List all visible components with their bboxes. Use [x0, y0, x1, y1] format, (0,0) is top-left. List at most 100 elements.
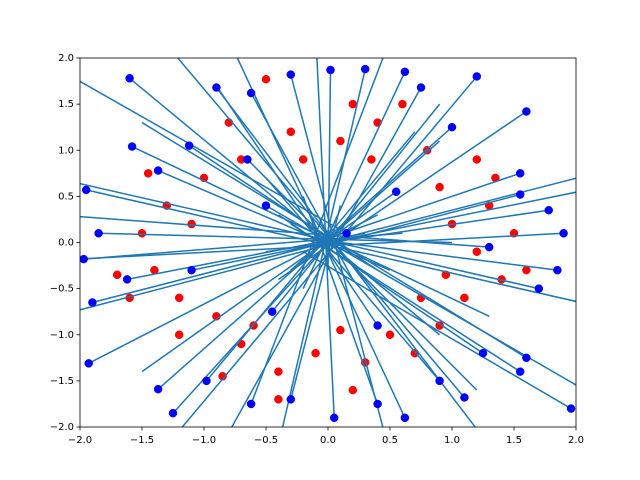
- point: [472, 247, 482, 256]
- segment: [176, 58, 465, 398]
- point: [460, 393, 469, 402]
- y-tick-label: −0.5: [50, 284, 74, 295]
- point: [367, 155, 376, 164]
- x-tick-label: −2.0: [68, 435, 92, 446]
- segment: [181, 75, 478, 427]
- segment: [98, 232, 453, 244]
- point: [559, 229, 568, 238]
- segment: [191, 191, 576, 271]
- point: [286, 70, 296, 79]
- point: [472, 72, 482, 81]
- point: [187, 265, 196, 275]
- segment: [316, 58, 335, 418]
- point: [274, 367, 283, 376]
- point: [348, 99, 358, 109]
- x-tick-label: 1.0: [444, 435, 460, 446]
- point: [391, 187, 401, 197]
- segment: [129, 77, 441, 336]
- point: [112, 270, 122, 280]
- point: [326, 65, 335, 75]
- segment: [265, 204, 576, 386]
- point: [174, 330, 184, 339]
- segment: [141, 191, 397, 373]
- segment: [290, 74, 384, 427]
- point: [174, 293, 184, 303]
- point: [184, 141, 194, 150]
- x-tick-label: 0.0: [320, 435, 336, 446]
- point: [122, 275, 132, 284]
- segment: [302, 196, 379, 405]
- point: [246, 399, 256, 409]
- point: [137, 229, 147, 238]
- point: [88, 298, 97, 307]
- segment: [80, 193, 521, 311]
- segment: [290, 223, 521, 373]
- point: [373, 321, 382, 330]
- point: [435, 321, 444, 330]
- point: [385, 330, 395, 339]
- point: [336, 136, 345, 146]
- point: [168, 408, 178, 418]
- x-tick-label: −1.5: [130, 435, 154, 446]
- point: [246, 88, 256, 98]
- point: [416, 83, 426, 92]
- point: [515, 367, 525, 376]
- x-tick-label: −0.5: [254, 435, 278, 446]
- point: [522, 265, 531, 275]
- point: [400, 67, 410, 77]
- x-tick-label: 1.5: [506, 435, 522, 446]
- segment: [281, 68, 366, 427]
- point: [348, 385, 358, 395]
- plot-area: [80, 58, 576, 427]
- x-tick-label: −1.0: [192, 435, 216, 446]
- point: [336, 325, 345, 335]
- point: [398, 99, 407, 109]
- point: [143, 169, 153, 178]
- point: [553, 265, 562, 275]
- y-tick-label: 1.0: [58, 145, 74, 156]
- point: [202, 376, 211, 386]
- point: [360, 64, 370, 74]
- point: [81, 185, 91, 195]
- point: [544, 205, 553, 215]
- y-tick-label: 0.5: [58, 191, 74, 202]
- point: [212, 83, 221, 92]
- segment: [80, 80, 347, 234]
- point: [84, 359, 93, 368]
- point: [261, 74, 271, 84]
- point: [267, 307, 277, 316]
- point: [566, 404, 576, 413]
- point: [478, 348, 488, 358]
- point: [218, 372, 227, 381]
- point: [274, 395, 283, 404]
- point: [484, 242, 494, 252]
- point: [261, 201, 271, 210]
- point: [460, 293, 469, 303]
- point: [447, 122, 457, 132]
- point: [515, 169, 525, 178]
- y-tick-label: 0.0: [58, 238, 74, 249]
- point: [522, 107, 531, 116]
- y-tick-label: −1.5: [50, 376, 74, 387]
- point: [522, 353, 531, 363]
- point: [298, 155, 308, 164]
- point: [286, 127, 296, 137]
- point: [153, 166, 163, 175]
- point: [243, 155, 252, 164]
- segment: [277, 110, 527, 281]
- point: [373, 399, 382, 409]
- x-tick-label: 2.0: [568, 435, 584, 446]
- point: [534, 284, 544, 293]
- segment: [80, 215, 490, 248]
- point: [342, 229, 351, 238]
- segment: [290, 126, 453, 271]
- point: [80, 254, 88, 264]
- y-tick-label: 1.5: [58, 99, 74, 110]
- point: [311, 348, 320, 358]
- point: [400, 413, 410, 423]
- point: [435, 182, 444, 192]
- x-tick-label: 0.5: [382, 435, 398, 446]
- point: [515, 190, 525, 199]
- segment: [271, 103, 441, 313]
